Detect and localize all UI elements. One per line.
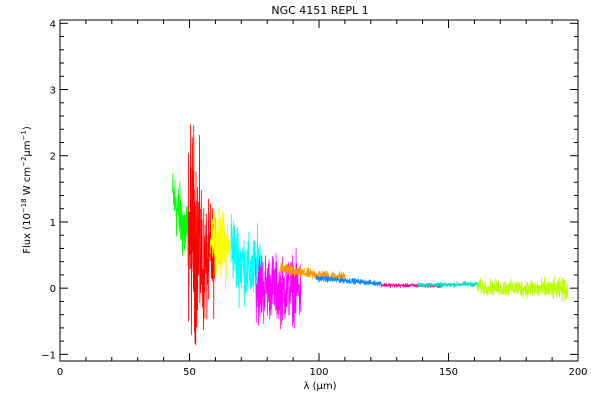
x-tick-label: 200 xyxy=(568,367,587,378)
x-tick-label: 50 xyxy=(183,367,196,378)
plot-area xyxy=(172,124,569,346)
series-6-line xyxy=(279,262,346,282)
y-tick-label: 1 xyxy=(50,218,56,229)
series-2-line xyxy=(187,124,216,346)
chart-title: NGC 4151 REPL 1 xyxy=(271,4,368,17)
y-tick-label: 2 xyxy=(50,152,56,163)
x-tick-label: 0 xyxy=(57,367,63,378)
y-tick-label: 0 xyxy=(50,284,56,295)
series-10-line xyxy=(476,275,569,302)
series-7-line xyxy=(316,275,382,287)
series-9-line xyxy=(417,280,480,289)
series-5-line xyxy=(255,247,302,330)
series-3-line xyxy=(209,206,231,291)
x-axis-label: λ (μm) xyxy=(303,381,336,392)
y-axis-label: Flux (10−18 W cm−2μm−1) xyxy=(20,126,33,254)
y-tick-label: 4 xyxy=(50,19,56,30)
plot-frame xyxy=(59,19,579,362)
y-tick-label: 3 xyxy=(50,86,56,97)
x-tick-label: 150 xyxy=(439,367,458,378)
x-tick-label: 100 xyxy=(309,367,328,378)
series-1-line xyxy=(172,173,189,266)
series-4-line xyxy=(230,213,263,313)
y-tick-label: −1 xyxy=(41,350,56,361)
